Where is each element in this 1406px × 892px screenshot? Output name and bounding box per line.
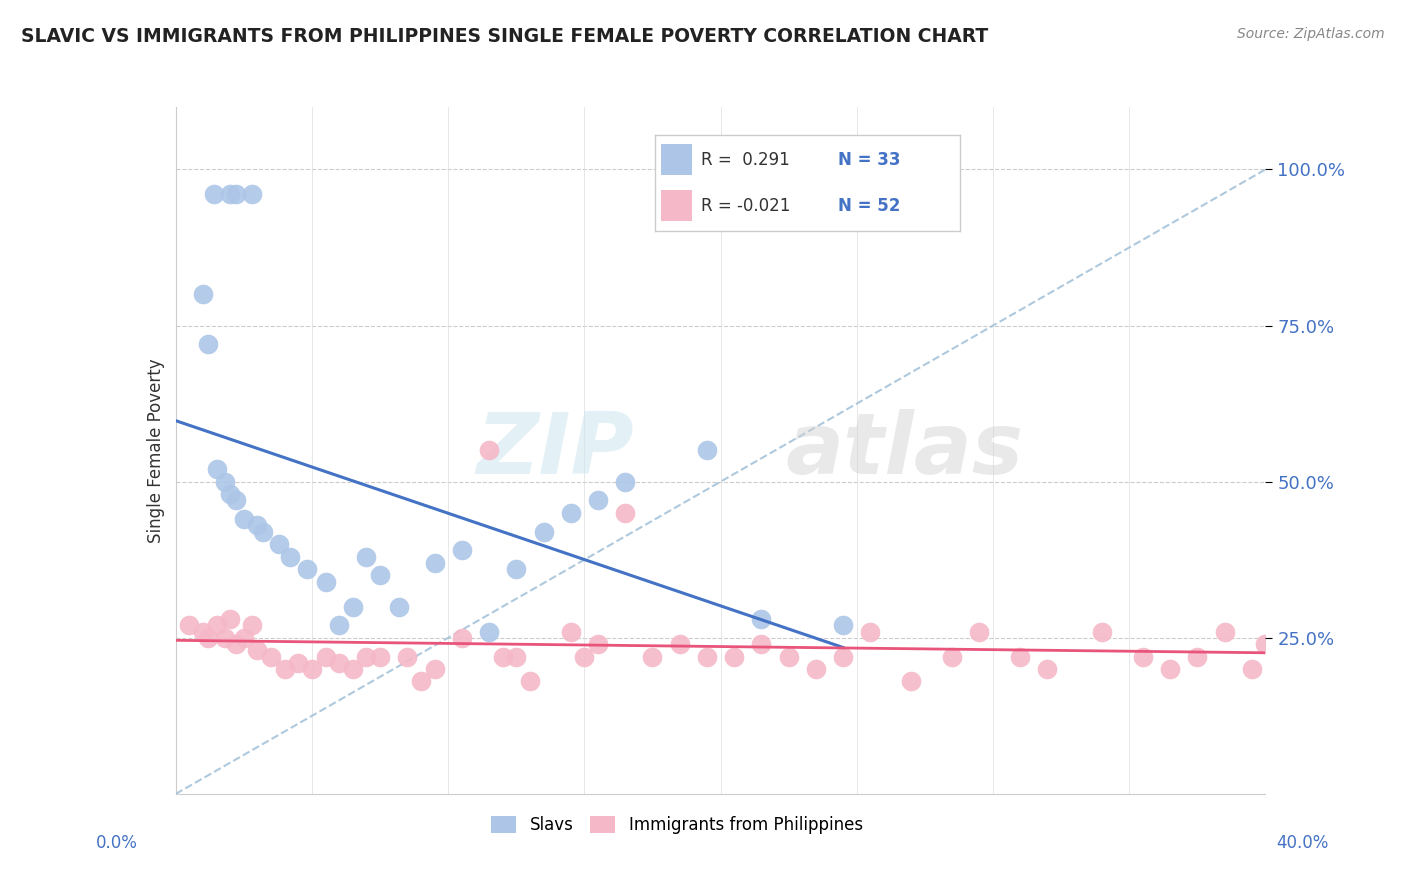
Point — [641, 649, 664, 664]
Point — [260, 649, 283, 664]
Point — [751, 637, 773, 651]
Point — [342, 662, 364, 676]
Point — [505, 649, 527, 664]
Point — [328, 656, 350, 670]
Point — [1010, 649, 1032, 664]
Point — [1159, 662, 1181, 676]
Point — [560, 624, 582, 639]
Legend: Slavs, Immigrants from Philippines: Slavs, Immigrants from Philippines — [485, 809, 869, 840]
Text: SLAVIC VS IMMIGRANTS FROM PHILIPPINES SINGLE FEMALE POVERTY CORRELATION CHART: SLAVIC VS IMMIGRANTS FROM PHILIPPINES SI… — [21, 27, 988, 45]
Point — [1254, 637, 1277, 651]
Point — [1091, 624, 1114, 639]
Point — [202, 187, 225, 202]
Point — [368, 649, 391, 664]
Point — [240, 618, 263, 632]
Point — [1036, 662, 1059, 676]
Point — [315, 574, 337, 589]
Point — [832, 618, 855, 632]
Point — [1132, 649, 1154, 664]
Y-axis label: Single Female Poverty: Single Female Poverty — [146, 359, 165, 542]
Point — [423, 556, 446, 570]
Point — [969, 624, 991, 639]
Point — [315, 649, 337, 664]
Text: 0.0%: 0.0% — [96, 834, 138, 852]
Point — [287, 656, 309, 670]
Point — [179, 618, 201, 632]
Point — [301, 662, 323, 676]
Text: 40.0%: 40.0% — [1277, 834, 1329, 852]
Point — [191, 624, 214, 639]
Point — [225, 187, 247, 202]
Point — [450, 631, 472, 645]
Point — [533, 524, 555, 539]
Point — [356, 549, 378, 564]
Text: atlas: atlas — [786, 409, 1024, 492]
Point — [751, 612, 773, 626]
Point — [900, 674, 922, 689]
Point — [240, 187, 263, 202]
Point — [832, 649, 855, 664]
Point — [219, 612, 242, 626]
Point — [214, 475, 236, 489]
Point — [1213, 624, 1236, 639]
Point — [478, 443, 501, 458]
Point — [232, 631, 254, 645]
Point — [696, 649, 718, 664]
Point — [574, 649, 596, 664]
Point — [396, 649, 419, 664]
Point — [505, 562, 527, 576]
Point — [859, 624, 882, 639]
Point — [246, 518, 269, 533]
Point — [368, 568, 391, 582]
Point — [492, 649, 515, 664]
Point — [197, 631, 219, 645]
Point — [328, 618, 350, 632]
Point — [423, 662, 446, 676]
Point — [225, 493, 247, 508]
Point — [1187, 649, 1209, 664]
Point — [519, 674, 541, 689]
Point — [778, 649, 800, 664]
Point — [586, 637, 609, 651]
Point — [388, 599, 411, 614]
Point — [205, 618, 228, 632]
Point — [214, 631, 236, 645]
Point — [232, 512, 254, 526]
Point — [278, 549, 301, 564]
Point — [941, 649, 963, 664]
Point — [586, 493, 609, 508]
Point — [614, 475, 637, 489]
Point — [219, 187, 242, 202]
Point — [269, 537, 291, 551]
Point — [723, 649, 745, 664]
Point — [274, 662, 297, 676]
Point — [219, 487, 242, 501]
Point — [225, 637, 247, 651]
Point — [246, 643, 269, 657]
Point — [197, 337, 219, 351]
Point — [205, 462, 228, 476]
Point — [252, 524, 274, 539]
Point — [614, 506, 637, 520]
Point — [668, 637, 690, 651]
Point — [191, 287, 214, 301]
Point — [804, 662, 827, 676]
Point — [450, 543, 472, 558]
Point — [560, 506, 582, 520]
Text: ZIP: ZIP — [475, 409, 633, 492]
Point — [356, 649, 378, 664]
Text: Source: ZipAtlas.com: Source: ZipAtlas.com — [1237, 27, 1385, 41]
Point — [696, 443, 718, 458]
Point — [342, 599, 364, 614]
Point — [295, 562, 318, 576]
Point — [478, 624, 501, 639]
Point — [409, 674, 432, 689]
Point — [1240, 662, 1263, 676]
